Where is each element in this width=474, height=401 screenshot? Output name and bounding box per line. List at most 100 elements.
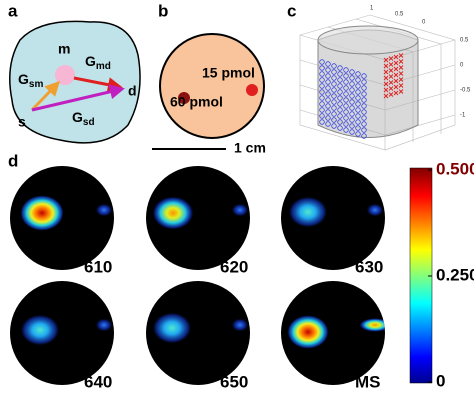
spot — [178, 92, 190, 104]
scale-label: 1 cm — [234, 140, 266, 156]
source-point — [383, 75, 389, 81]
sample-point — [331, 123, 337, 129]
sample-point — [355, 113, 361, 119]
spot — [246, 84, 258, 96]
heat-spot — [20, 195, 64, 231]
sample-point — [331, 81, 337, 87]
source-point — [393, 66, 399, 72]
heat — [20, 195, 113, 231]
sample-point — [355, 83, 361, 89]
sample-point — [337, 101, 343, 107]
heat-spot — [95, 203, 113, 217]
heat — [20, 314, 113, 346]
sample-point — [361, 103, 367, 109]
image-bg — [146, 166, 250, 270]
sample-point — [331, 111, 337, 117]
heat-spot — [231, 203, 249, 217]
sample-point — [361, 133, 367, 139]
sample-point — [355, 89, 361, 95]
sample-point — [325, 85, 331, 91]
sample-point — [349, 129, 355, 135]
sample-point — [319, 89, 325, 95]
colorbar-label: 0.250 — [436, 265, 474, 284]
label-gsm: Gsm — [18, 71, 43, 90]
source-point — [393, 54, 399, 60]
source-point — [388, 68, 394, 73]
source-point — [383, 81, 389, 87]
sample-point — [343, 103, 349, 109]
heat-spot — [359, 318, 385, 332]
sample-point — [361, 97, 367, 103]
source-point — [388, 62, 394, 67]
sample-point — [337, 113, 343, 119]
image-bg — [146, 281, 250, 385]
sample-point — [331, 117, 337, 123]
heat — [152, 196, 249, 230]
heat-spot — [95, 318, 113, 332]
sample-point — [319, 77, 325, 83]
sample-point — [361, 73, 367, 79]
image: 620 — [146, 166, 250, 276]
sample-point — [337, 119, 343, 125]
source-point — [383, 57, 389, 63]
sample-point — [349, 87, 355, 93]
image: 630 — [281, 166, 385, 276]
image: 650 — [146, 281, 250, 391]
sample-point — [361, 109, 367, 115]
label-gmd: Gmd — [85, 53, 111, 72]
image-bg — [10, 281, 114, 385]
sample-point — [349, 75, 355, 81]
sample-point — [325, 61, 331, 67]
source-point — [383, 69, 389, 75]
source-point — [388, 92, 394, 97]
sample-point — [355, 125, 361, 131]
label-d: d — [128, 83, 137, 99]
sample-point — [337, 95, 343, 101]
sample-point — [319, 101, 325, 107]
panel-label: a — [8, 1, 18, 20]
sample-point — [343, 91, 349, 97]
sample-point — [355, 107, 361, 113]
sample-point — [331, 69, 337, 75]
axis-tick: 0 — [460, 63, 464, 69]
source-point — [393, 90, 399, 96]
arrow-sm — [30, 80, 61, 112]
source-point — [388, 86, 394, 91]
sample-point — [325, 109, 331, 115]
colorbar-label: 0.500 — [436, 159, 474, 178]
sample-point — [349, 69, 355, 75]
sample-point — [325, 103, 331, 109]
sample-point — [355, 101, 361, 107]
axis-tick: -0.5 — [460, 88, 471, 94]
source-point — [398, 53, 404, 58]
cylinder-top — [317, 25, 419, 55]
sample-point — [331, 63, 337, 69]
source-point — [398, 65, 404, 70]
source-point — [388, 80, 394, 85]
image-label: 610 — [84, 257, 112, 276]
source-point — [383, 63, 389, 69]
sample-point — [349, 81, 355, 87]
sample-point — [361, 127, 367, 133]
sample-point — [337, 71, 343, 77]
heat-spot — [152, 312, 192, 344]
heat-spot — [20, 314, 60, 346]
heat-spot — [288, 196, 328, 228]
source-point — [383, 93, 389, 99]
source-point — [383, 87, 389, 93]
sample-point — [325, 79, 331, 85]
sample-point — [355, 119, 361, 125]
panel-label: b — [158, 1, 168, 20]
sample-point — [361, 91, 367, 97]
sample-point — [331, 87, 337, 93]
sample-point — [319, 65, 325, 71]
axis-tick: 1 — [370, 6, 374, 12]
sample-point — [337, 65, 343, 71]
sample-point — [325, 115, 331, 121]
image-label: 650 — [220, 372, 248, 391]
node-m — [55, 65, 75, 85]
heat-spot — [366, 203, 384, 217]
sample-point — [319, 59, 325, 65]
image-label: MS — [355, 372, 381, 391]
sample-point — [349, 93, 355, 99]
